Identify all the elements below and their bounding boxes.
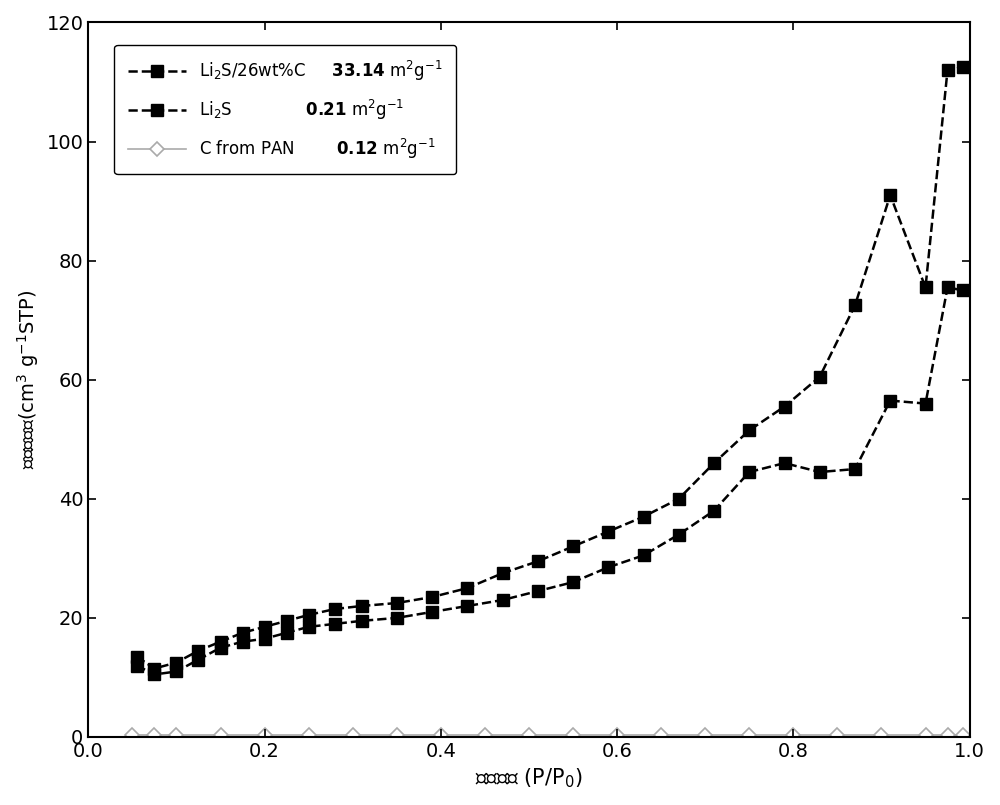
X-axis label: 相对压力 (P/P$_0$): 相对压力 (P/P$_0$)	[475, 766, 583, 790]
Y-axis label: 气体吸附量(cm$^3$ g$^{-1}$STP): 气体吸附量(cm$^3$ g$^{-1}$STP)	[15, 290, 41, 469]
Legend: Li$_2$S/26wt%C     $\mathbf{33.14}$ m$^2$g$^{-1}$, Li$_2$S              $\mathbf: Li$_2$S/26wt%C $\mathbf{33.14}$ m$^2$g$^…	[114, 45, 456, 174]
